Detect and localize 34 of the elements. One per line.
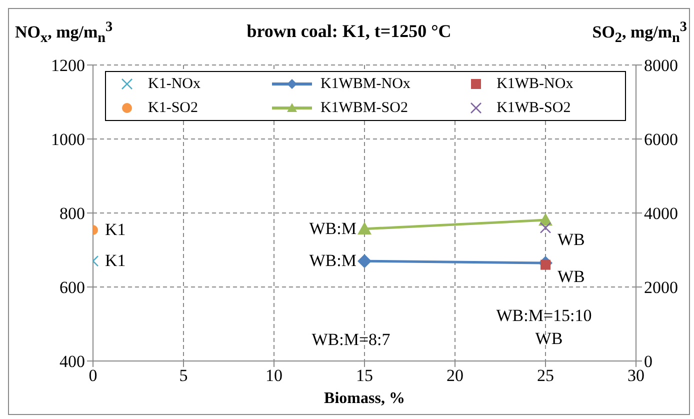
x-tick-label: 25 <box>537 366 554 386</box>
annotation: WB <box>558 266 585 287</box>
x-tick-label: 0 <box>88 366 98 386</box>
legend-label: K1WBM-NOx <box>320 76 410 92</box>
y2-tick-label: 8000 <box>644 56 678 76</box>
annotation: WB:M=15:10 <box>496 306 592 326</box>
annotation: K1 <box>105 220 126 240</box>
annotation: WB:M=8:7 <box>312 330 390 350</box>
y-tick-label: 800 <box>60 204 85 224</box>
legend-label: K1-SO2 <box>148 100 198 116</box>
y2-tick-label: 6000 <box>644 130 678 150</box>
y2-tick-label: 4000 <box>644 204 678 224</box>
legend-label: K1-NOx <box>148 76 200 92</box>
x-tick-label: 20 <box>446 366 464 386</box>
annotation: K1 <box>105 251 126 272</box>
x-tick-label: 10 <box>266 366 282 386</box>
chart-title: brown coal: K1, t=1250 °C <box>246 21 452 41</box>
x-tick-label: 5 <box>179 366 188 386</box>
y-tick-label: 1200 <box>51 56 85 76</box>
y2-tick-label: 2000 <box>644 278 678 298</box>
annotation: WB:M <box>309 218 356 239</box>
legend-label: K1WBM-SO2 <box>320 100 408 116</box>
y2-tick-label: 0 <box>644 352 652 372</box>
annotation: WB:M <box>309 251 356 272</box>
y-tick-label: 400 <box>60 352 85 372</box>
x-tick-label: 30 <box>628 366 644 386</box>
legend-label: K1WB-NOx <box>496 76 574 92</box>
annotation: WB <box>535 329 563 349</box>
y-tick-label: 1000 <box>51 130 85 150</box>
x-tick-label: 15 <box>356 366 373 386</box>
x-axis-title: Biomass, % <box>323 390 406 408</box>
legend-label: K1WB-SO2 <box>496 100 571 116</box>
y-tick-label: 600 <box>60 278 85 298</box>
annotation: WB <box>558 230 585 250</box>
